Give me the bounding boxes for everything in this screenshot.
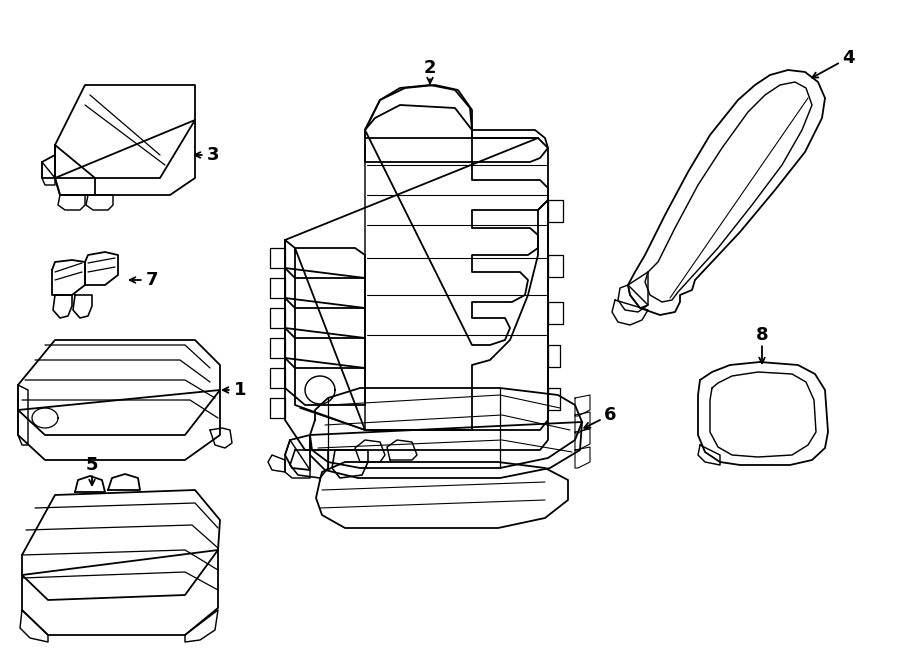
Polygon shape xyxy=(290,450,328,478)
Polygon shape xyxy=(270,278,285,298)
Polygon shape xyxy=(365,85,548,345)
Polygon shape xyxy=(548,302,563,324)
Polygon shape xyxy=(285,358,365,405)
Polygon shape xyxy=(22,490,220,600)
Polygon shape xyxy=(270,398,285,418)
Polygon shape xyxy=(75,476,105,492)
Polygon shape xyxy=(548,200,563,222)
Polygon shape xyxy=(18,340,220,435)
Polygon shape xyxy=(20,610,48,642)
Polygon shape xyxy=(55,85,195,178)
Polygon shape xyxy=(285,240,365,278)
Polygon shape xyxy=(55,120,195,195)
Polygon shape xyxy=(285,440,310,478)
Polygon shape xyxy=(270,248,285,268)
Polygon shape xyxy=(18,385,28,445)
Polygon shape xyxy=(310,422,582,478)
Polygon shape xyxy=(55,145,95,195)
Polygon shape xyxy=(210,428,232,448)
Polygon shape xyxy=(285,85,548,450)
Polygon shape xyxy=(73,295,92,318)
Polygon shape xyxy=(53,295,72,318)
Polygon shape xyxy=(285,435,310,470)
Polygon shape xyxy=(22,550,218,635)
Polygon shape xyxy=(58,195,85,210)
Text: 5: 5 xyxy=(86,456,98,474)
Polygon shape xyxy=(365,105,472,162)
Polygon shape xyxy=(268,455,285,472)
Polygon shape xyxy=(18,390,220,460)
Polygon shape xyxy=(387,440,417,460)
Polygon shape xyxy=(270,368,285,388)
Polygon shape xyxy=(698,362,828,465)
Polygon shape xyxy=(575,429,590,450)
Polygon shape xyxy=(295,200,548,430)
Polygon shape xyxy=(548,255,563,277)
Polygon shape xyxy=(86,195,113,210)
Polygon shape xyxy=(612,300,648,325)
Polygon shape xyxy=(285,328,365,368)
Polygon shape xyxy=(52,260,85,295)
Polygon shape xyxy=(270,308,285,328)
Polygon shape xyxy=(108,474,140,490)
Polygon shape xyxy=(310,388,582,468)
Polygon shape xyxy=(355,440,385,462)
Polygon shape xyxy=(548,388,560,410)
Polygon shape xyxy=(575,447,590,468)
Polygon shape xyxy=(618,285,648,312)
Polygon shape xyxy=(548,345,560,367)
Polygon shape xyxy=(628,272,648,308)
Polygon shape xyxy=(575,412,590,433)
Polygon shape xyxy=(698,445,720,465)
Text: 7: 7 xyxy=(146,271,158,289)
Text: 4: 4 xyxy=(842,49,854,67)
Text: 2: 2 xyxy=(424,59,436,77)
Polygon shape xyxy=(185,610,218,642)
Text: 3: 3 xyxy=(207,146,220,164)
Polygon shape xyxy=(285,298,365,338)
Text: 1: 1 xyxy=(234,381,247,399)
Polygon shape xyxy=(628,70,825,315)
Polygon shape xyxy=(575,395,590,416)
Text: 6: 6 xyxy=(604,406,617,424)
Polygon shape xyxy=(42,155,55,178)
Polygon shape xyxy=(42,162,55,185)
Polygon shape xyxy=(270,338,285,358)
Polygon shape xyxy=(316,462,568,528)
Polygon shape xyxy=(85,252,118,285)
Polygon shape xyxy=(285,268,365,308)
Text: 8: 8 xyxy=(756,326,769,344)
Polygon shape xyxy=(332,450,368,478)
